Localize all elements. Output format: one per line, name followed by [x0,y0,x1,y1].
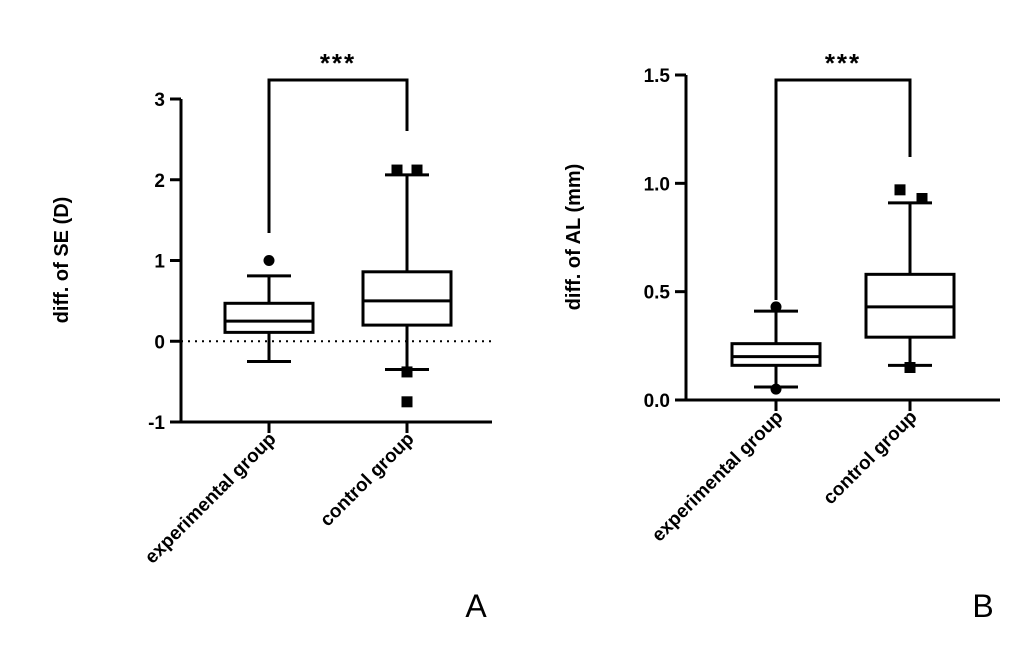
panel-label: B [972,588,993,624]
outlier-point [411,164,423,176]
x-tick-label: control group [316,429,418,531]
outlier-point [263,255,275,266]
outlier-point [401,396,413,408]
x-tick-label: experimental group [141,429,281,569]
panel-a: -1 0 1 2 3 diff. of SE (D) experimental group c… [51,48,492,624]
outlier-point [770,383,782,395]
iqr-box [730,342,822,367]
y-tick-label: 3 [154,90,165,111]
y-tick-label: -1 [148,413,165,434]
y-tick-label: 1.0 [644,174,670,195]
y-tick-label: 0.0 [644,391,670,412]
significance-label: *** [320,48,356,78]
y-axis-title: diff. of SE (D) [51,197,73,324]
y-tick-label: 0.5 [644,283,671,304]
y-tick-label: 2 [154,171,165,192]
y-tick-label: 0 [154,332,165,353]
outlier-point [770,301,782,313]
box-experimental-group [730,309,822,389]
y-tick-label: 1.5 [644,66,671,87]
panel-label: A [465,588,487,624]
box-control-group [864,201,956,367]
iqr-box [223,301,315,334]
x-tick-label: control group [819,407,921,509]
significance-bracket [774,78,912,300]
x-tick-label: experimental group [648,407,788,547]
panel-b: 0.0 0.5 1.0 1.5 diff. of AL (mm) experimental… [563,48,1000,624]
outlier-point [401,366,413,378]
iqr-box [361,270,453,327]
significance-bracket [267,78,409,233]
y-tick-label: 1 [154,252,165,273]
outlier-point [904,362,916,373]
outlier-point [391,164,403,176]
box-experimental-group [223,274,315,363]
outlier-point [894,184,906,196]
significance-label: *** [825,48,861,78]
outlier-point [916,193,928,204]
y-axis-title: diff. of AL (mm) [563,164,585,311]
box-control-group [361,173,453,372]
